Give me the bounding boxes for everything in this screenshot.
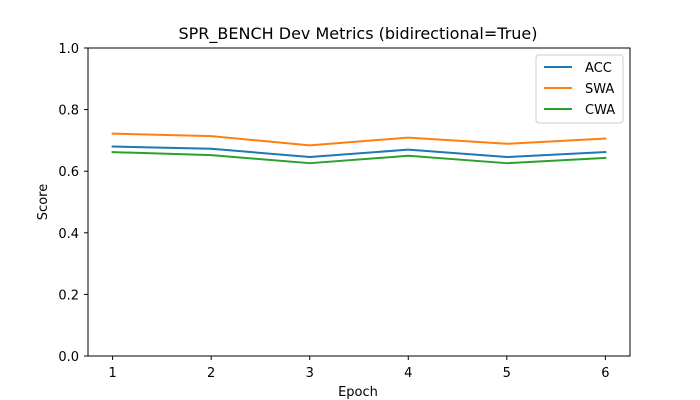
y-tick-label: 0.6: [58, 165, 79, 180]
y-tick-label: 0.0: [58, 350, 79, 365]
x-axis-label: Epoch: [338, 385, 378, 400]
y-tick-label: 0.4: [58, 227, 79, 242]
series-line-swa: [111, 132, 607, 147]
legend-label-swa: SWA: [585, 82, 614, 97]
x-tick-label: 2: [207, 366, 215, 381]
series-line-acc: [111, 145, 607, 159]
legend-label-cwa: CWA: [585, 103, 615, 118]
legend-box: [535, 54, 624, 124]
legend-label-acc: ACC: [585, 61, 612, 76]
x-tick-label: 1: [108, 366, 116, 381]
x-tick-label: 6: [601, 366, 609, 381]
x-tick-label: 4: [404, 366, 412, 381]
series-line-cwa: [111, 151, 607, 165]
y-tick-label: 1.0: [58, 42, 79, 57]
axes-frame: [87, 47, 631, 357]
plot-area: [111, 132, 607, 165]
x-tick-label: 5: [503, 366, 511, 381]
legend: ACC SWA CWA: [535, 54, 624, 124]
axes: 1 2 3 4 5 6 0.0 0.2 0.4 0.6 0.8 1.0: [58, 42, 631, 381]
chart-title: SPR_BENCH Dev Metrics (bidirectional=Tru…: [179, 24, 538, 44]
y-tick-label: 0.2: [58, 288, 79, 303]
y-tick-label: 0.8: [58, 104, 79, 119]
x-tick-label: 3: [306, 366, 314, 381]
y-axis-label: Score: [36, 184, 51, 220]
